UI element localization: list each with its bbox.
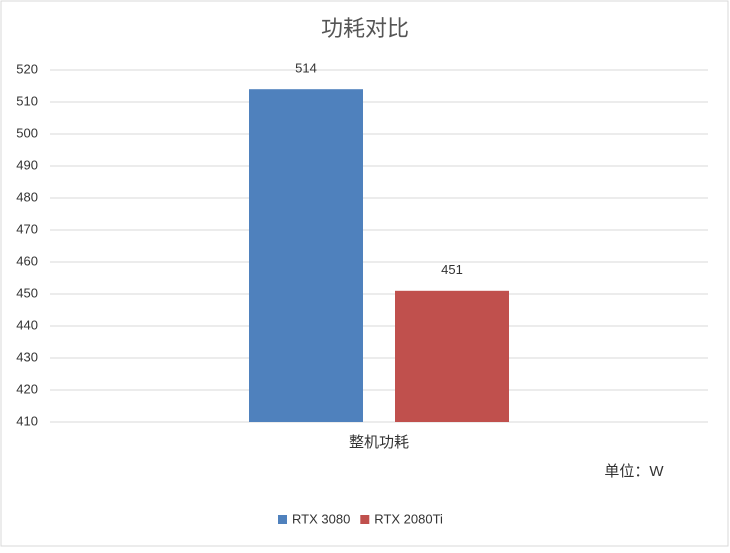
legend-label: RTX 2080Ti bbox=[374, 511, 443, 526]
y-tick-label: 510 bbox=[16, 93, 38, 108]
y-tick-label: 450 bbox=[16, 285, 38, 300]
x-tick-label: 整机功耗 bbox=[349, 434, 409, 451]
chart-title: 功耗对比 bbox=[321, 16, 409, 41]
legend-swatch bbox=[278, 515, 287, 524]
y-tick-label: 420 bbox=[16, 381, 38, 396]
y-tick-label: 500 bbox=[16, 125, 38, 140]
unit-annotation: 单位：W bbox=[604, 463, 664, 480]
bar bbox=[249, 89, 363, 422]
y-tick-label: 520 bbox=[16, 61, 38, 76]
y-tick-label: 460 bbox=[16, 253, 38, 268]
y-tick-label: 440 bbox=[16, 317, 38, 332]
data-label: 514 bbox=[295, 61, 317, 76]
y-tick-label: 410 bbox=[16, 413, 38, 428]
y-tick-label: 480 bbox=[16, 189, 38, 204]
y-tick-label: 430 bbox=[16, 349, 38, 364]
y-tick-label: 490 bbox=[16, 157, 38, 172]
y-tick-label: 470 bbox=[16, 221, 38, 236]
data-label: 451 bbox=[441, 262, 463, 277]
bar bbox=[395, 290, 509, 422]
legend-label: RTX 3080 bbox=[292, 511, 350, 526]
legend-swatch bbox=[360, 515, 370, 524]
